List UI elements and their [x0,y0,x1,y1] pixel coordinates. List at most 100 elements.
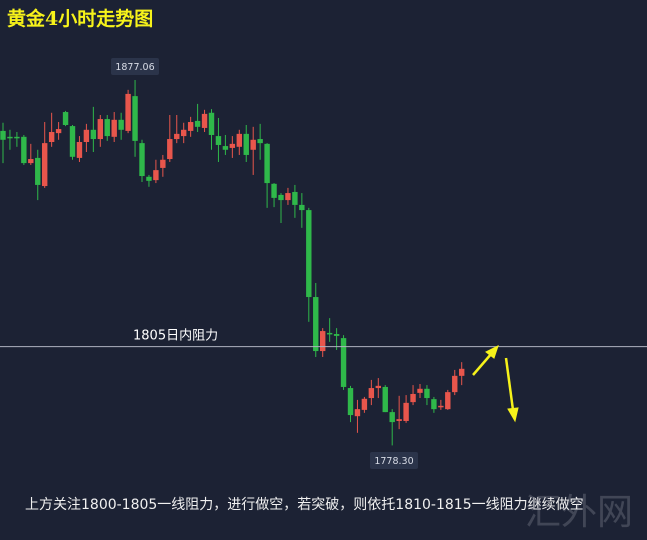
candle [187,116,194,137]
candle [139,139,145,182]
candle [153,159,159,184]
candle [111,112,117,143]
high-price-label: 1877.06 [115,62,154,73]
candle [445,389,451,410]
candle-body [257,139,263,144]
candle [417,383,423,399]
candle [62,110,69,127]
candle [410,385,416,406]
candle [104,114,110,141]
candle-body [250,139,256,150]
candle-body [55,129,62,134]
candle [368,379,375,406]
candle-body [271,183,277,198]
candle [403,395,409,423]
candle-body [389,412,395,423]
candle [278,193,284,224]
candle-body [111,119,117,137]
candle-body [424,388,430,399]
candle [55,122,62,140]
candle-body [292,191,298,205]
high-price-tag: 1877.06 [111,58,159,75]
candle-body [333,334,340,336]
candles-group [0,79,465,446]
candle [167,114,173,162]
candle-body [181,129,187,137]
candle [28,143,34,165]
candle-body [382,386,388,413]
candle [215,117,222,162]
candle-body [21,136,27,164]
candle [0,122,6,164]
candle-body [69,126,76,157]
candle [76,136,83,162]
candle [292,184,298,218]
candle [326,318,333,342]
candle-body [306,210,312,298]
candle-body [285,193,291,201]
candle [201,109,208,133]
candle-body [62,112,69,125]
candle-body [83,129,90,143]
candle-body [187,122,194,131]
candle-body [118,119,124,130]
candle [174,114,180,144]
candle-body [452,375,458,393]
candle [347,385,354,423]
candle-body [174,133,180,140]
candle-body [431,399,437,410]
candle [264,143,270,208]
candle-body [264,143,270,184]
candle [48,112,55,147]
candle [299,193,305,228]
candle-body [160,159,166,168]
candle [14,132,20,147]
candle-body [97,119,103,140]
analysis-note: 上方关注1800-1805一线阻力，进行做空，若突破，则依托1810-1815一… [25,497,584,513]
candle-body [48,132,55,143]
candle-body [14,136,20,139]
candle-body [340,338,347,387]
candle [21,134,27,165]
candle-body [194,120,201,127]
candle [389,409,395,446]
candle [236,129,242,155]
candle-body [396,419,402,421]
arrow-down-icon [504,357,519,423]
candle [354,399,361,433]
candle [97,114,103,147]
candle-body [368,388,375,399]
candle-body [90,129,97,140]
candle [194,103,201,133]
candle [459,362,465,386]
candle-body [403,402,409,421]
candle [125,89,131,134]
candle [229,136,236,158]
candle-body [417,388,423,393]
candle-body [7,136,13,139]
candle-body [459,368,465,376]
candle-body [167,139,173,160]
watermark: 汇外网 [525,492,634,533]
candle-body [229,143,236,148]
candle-body [375,385,381,389]
candle-body [278,194,284,201]
candle-body [104,119,110,137]
candle-body [0,130,6,140]
candle [181,122,187,144]
candle [83,123,90,152]
chart-title: 黄金4小时走势图 [7,8,154,30]
candle [313,282,319,357]
candle-body [347,388,354,416]
candle [375,378,381,399]
candle [257,123,263,160]
candle-body [445,392,451,410]
candle-body [146,176,152,181]
candle-body [42,143,48,187]
candle-body [201,113,208,128]
candle-body [153,170,159,181]
candle-body [299,204,305,211]
candle [320,328,326,357]
candle-body [215,136,222,145]
candle [118,112,124,140]
